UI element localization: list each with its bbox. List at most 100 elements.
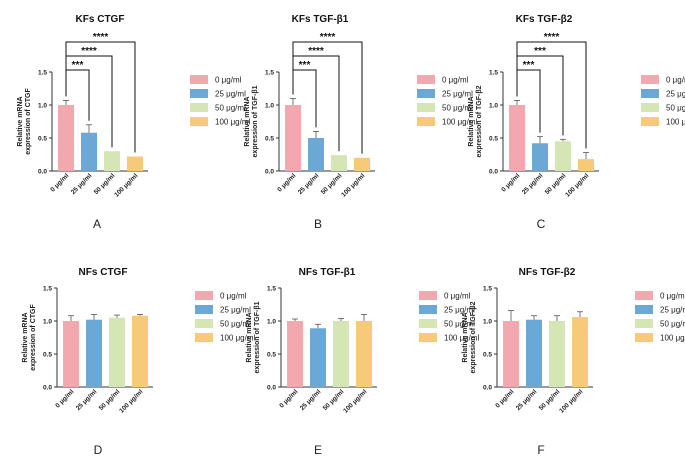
- bar: [333, 321, 349, 387]
- chart-title: KFs TGF-β1: [292, 14, 349, 25]
- significance-label: ***: [523, 60, 535, 71]
- chart-title: KFs TGF-β2: [516, 14, 573, 25]
- legend-swatch: [641, 75, 659, 84]
- legend-label: 0 μg/ml: [666, 76, 685, 85]
- legend-label: 100 μg/ml: [220, 334, 256, 343]
- bar: [572, 317, 588, 387]
- y-tick-label: 0.5: [267, 351, 276, 358]
- panel-letter: E: [314, 443, 322, 457]
- significance-label: ****: [544, 32, 560, 43]
- y-axis-label: Relative mRNA expression of CTGF: [22, 304, 37, 371]
- y-tick-label: 0.5: [265, 135, 274, 142]
- x-tick-label: 25 μg/ml: [515, 388, 539, 412]
- bar: [578, 159, 594, 171]
- legend-swatch: [190, 117, 208, 126]
- bar: [86, 319, 102, 387]
- x-tick-label: 50 μg/ml: [98, 388, 122, 412]
- x-tick-label: 100 μg/ml: [342, 388, 368, 414]
- bar: [81, 132, 97, 171]
- y-axis-label-line: expression of TGF-β2: [476, 85, 483, 157]
- legend-label: 0 μg/ml: [215, 76, 242, 85]
- legend-swatch: [419, 291, 437, 300]
- legend-label: 50 μg/ml: [220, 320, 251, 329]
- bar: [331, 155, 347, 171]
- bar: [287, 321, 303, 387]
- bar: [356, 321, 372, 387]
- bar: [503, 321, 519, 387]
- legend-swatch: [190, 89, 208, 98]
- legend-label: 50 μg/ml: [444, 320, 475, 329]
- y-axis-label-line: Relative mRNA: [244, 96, 251, 146]
- legend-label: 0 μg/ml: [442, 76, 469, 85]
- y-tick-label: 0.0: [267, 384, 276, 391]
- legend-swatch: [635, 305, 653, 314]
- x-tick-label: 0 μg/ml: [54, 388, 75, 409]
- legend-label: 25 μg/ml: [442, 90, 473, 99]
- legend-swatch: [417, 89, 435, 98]
- legend-label: 50 μg/ml: [442, 104, 473, 113]
- legend-swatch: [190, 103, 208, 112]
- y-axis-label-line: expression of TGF-β1: [252, 85, 259, 157]
- chart-title: NFs TGF-β2: [519, 267, 576, 278]
- x-tick-label: 25 μg/ml: [297, 172, 321, 196]
- legend-label: 50 μg/ml: [666, 104, 685, 113]
- significance-bracket: [65, 41, 136, 153]
- legend-swatch: [195, 291, 213, 300]
- significance-label: ****: [81, 46, 97, 57]
- x-tick-label: 25 μg/ml: [75, 388, 99, 412]
- x-tick-label: 0 μg/ml: [276, 172, 297, 193]
- x-tick-label: 50 μg/ml: [93, 172, 117, 196]
- legend-label: 50 μg/ml: [215, 104, 246, 113]
- legend-swatch: [417, 117, 435, 126]
- legend-label: 100 μg/ml: [442, 118, 478, 127]
- y-tick-label: 1.0: [489, 102, 498, 109]
- legend-label: 25 μg/ml: [660, 306, 685, 315]
- bar: [63, 321, 79, 387]
- y-tick-label: 1.0: [265, 102, 274, 109]
- bar: [509, 105, 525, 171]
- legend-swatch: [635, 291, 653, 300]
- legend-label: 25 μg/ml: [666, 90, 685, 99]
- panel-e: NFs TGF-β1 Relative mRNA expression of TGF…: [246, 267, 480, 457]
- y-tick-label: 1.5: [267, 285, 276, 292]
- panel-letter: C: [537, 217, 546, 231]
- x-tick-label: 0 μg/ml: [278, 388, 299, 409]
- legend-swatch: [195, 319, 213, 328]
- y-axis-label: Relative mRNA expression of CTGF: [17, 88, 32, 155]
- y-tick-label: 1.5: [43, 285, 52, 292]
- y-axis-label-line: expression of CTGF: [25, 88, 32, 155]
- y-axis-label: Relative mRNA expression of TGF-β1: [246, 301, 261, 373]
- x-tick-label: 0 μg/ml: [49, 172, 70, 193]
- significance-label: ***: [534, 46, 546, 57]
- x-tick-label: 100 μg/ml: [564, 172, 590, 198]
- significance-label: ****: [320, 32, 336, 43]
- x-tick-label: 100 μg/ml: [558, 388, 584, 414]
- chart-title: NFs TGF-β1: [299, 267, 356, 278]
- significance-label: ***: [72, 60, 84, 71]
- legend-label: 25 μg/ml: [220, 306, 251, 315]
- significance-label: ***: [299, 60, 311, 71]
- legend-label: 100 μg/ml: [666, 118, 685, 127]
- y-axis-label-line: Relative mRNA: [246, 312, 253, 362]
- legend-label: 0 μg/ml: [660, 292, 685, 301]
- y-tick-label: 1.5: [483, 285, 492, 292]
- y-tick-label: 0.0: [483, 384, 492, 391]
- legend-label: 100 μg/ml: [444, 334, 480, 343]
- x-tick-label: 25 μg/ml: [521, 172, 545, 196]
- bar: [132, 315, 148, 387]
- y-tick-label: 0.0: [43, 384, 52, 391]
- bar: [104, 151, 120, 171]
- legend-label: 0 μg/ml: [220, 292, 247, 301]
- bar: [354, 157, 370, 171]
- legend-label: 25 μg/ml: [444, 306, 475, 315]
- significance-label: ****: [93, 32, 109, 43]
- y-axis-label-line: expression of TGF-β1: [254, 301, 261, 373]
- y-tick-label: 0.0: [489, 168, 498, 175]
- x-tick-label: 50 μg/ml: [538, 388, 562, 412]
- legend-swatch: [419, 333, 437, 342]
- panel-b: KFs TGF-β1 Relative mRNA expression of TGF…: [244, 14, 478, 231]
- y-axis-label: Relative mRNA expression of TGF-β2: [462, 301, 477, 373]
